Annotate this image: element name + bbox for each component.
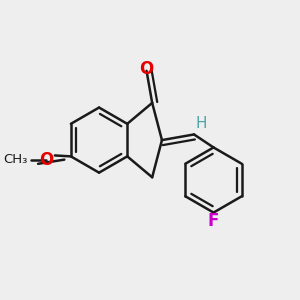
Text: F: F — [208, 212, 219, 230]
Text: O: O — [39, 151, 54, 169]
Text: H: H — [195, 116, 207, 131]
Text: O: O — [140, 60, 154, 78]
Text: CH₃: CH₃ — [3, 153, 27, 166]
